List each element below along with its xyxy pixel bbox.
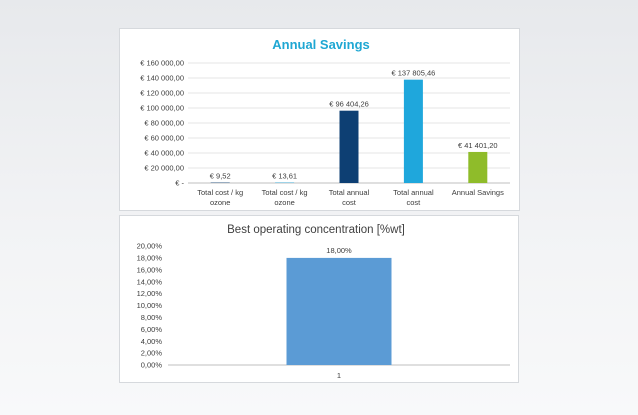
x-tick-label: 1 [337,371,341,380]
data-label: € 9,52 [210,172,231,181]
data-label: € 41 401,20 [458,141,498,150]
y-tick-label: € 40 000,00 [144,149,184,158]
bars [286,257,392,365]
y-axis: € - € 20 000,00 € 40 000,00 € 60 000,00 € 80… [140,59,184,188]
annual-savings-chart: Annual Savings € - € 20 000,00 € 40 000,00… [140,37,510,207]
y-tick-label: € 20 000,00 [144,164,184,173]
y-tick-label: € 120 000,00 [140,89,184,98]
x-tick-label: Total annual [329,188,370,197]
bar [286,257,392,365]
y-tick-label: € 80 000,00 [144,119,184,128]
data-labels: 18,00% [326,246,352,255]
data-labels: € 9,52 € 13,61 € 96 404,26 € 137 805,46 € 41… [210,69,498,181]
y-tick-label: € - [175,179,184,188]
y-tick-label: 0,00% [141,361,163,370]
x-tick-label: Total annual [393,188,434,197]
x-tick-label: ozone [210,198,230,207]
y-tick-label: 6,00% [141,325,163,334]
y-tick-label: 4,00% [141,337,163,346]
bars [210,79,488,183]
y-tick-label: 20,00% [137,242,163,251]
y-tick-label: € 160 000,00 [140,59,184,68]
x-tick-label: cost [407,198,422,207]
concentration-chart-panel: Best operating concentration [%wt] 0,00%… [119,215,519,383]
data-label: € 137 805,46 [392,69,436,78]
y-tick-label: 10,00% [137,301,163,310]
y-tick-label: 16,00% [137,265,163,274]
bar [403,79,423,183]
y-tick-label: € 100 000,00 [140,104,184,113]
annual-savings-chart-panel: Annual Savings € - € 20 000,00 € 40 000,00… [119,28,520,211]
bar [468,151,488,183]
y-tick-label: 14,00% [137,277,163,286]
data-label: 18,00% [326,246,352,255]
data-label: € 13,61 [272,172,297,181]
y-tick-label: € 140 000,00 [140,74,184,83]
y-axis: 0,00% 2,00% 4,00% 6,00% 8,00% 10,00% 12,00% 14,… [137,242,163,370]
y-tick-label: 12,00% [137,289,163,298]
y-tick-label: € 60 000,00 [144,134,184,143]
x-tick-label: Total cost / kg [262,188,308,197]
x-axis: 1 [337,371,341,380]
y-tick-label: 18,00% [137,254,163,263]
x-tick-label: ozone [274,198,294,207]
x-tick-label: Total cost / kg [197,188,243,197]
x-tick-label: Annual Savings [452,188,504,197]
y-tick-label: 8,00% [141,313,163,322]
chart-title: Best operating concentration [%wt] [227,224,405,236]
data-label: € 96 404,26 [329,100,369,109]
concentration-chart: Best operating concentration [%wt] 0,00%… [137,224,510,380]
bar [339,110,359,183]
x-tick-label: cost [342,198,357,207]
chart-title: Annual Savings [272,37,370,52]
y-tick-label: 2,00% [141,349,163,358]
